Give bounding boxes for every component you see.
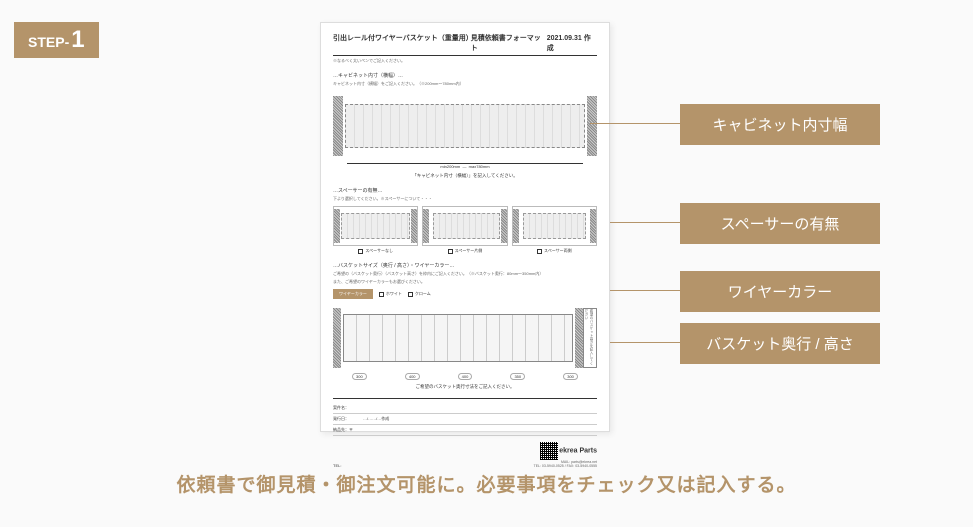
depth-values-row: 300 400 400 350 300 [333,373,597,380]
depth-figure: 希望のバスケット高さを記入してください [333,305,597,371]
meta-k3: 納品先：〒 [333,427,363,433]
callout-line-1 [590,123,680,124]
depth-basket [343,314,573,362]
section1-sub: キャビネット内寸（横幅）をご記入ください。（※200mm～780mm内） [333,81,597,87]
depth-val-1: 400 [405,373,420,380]
color-opt-0: ホワイト [386,291,402,297]
brand-name: ekrea Parts [559,447,597,454]
form-title-main: 引出レール付ワイヤーバスケット（重量用） [333,33,471,53]
section3-label: …バスケットサイズ（奥行 / 高さ）・ワイヤーカラー… [333,262,597,269]
qr-code-icon [540,442,558,460]
callout-line-2 [610,222,680,223]
section2-sub: 下より選択してください。※スペーサーについて・・・ [333,196,597,202]
section3-sub2: また、ご希望のワイヤーカラーもお選びください。 [333,279,597,285]
depth-val-0: 300 [352,373,367,380]
depth-wall-left [333,308,341,368]
step-label: STEP- [28,34,69,50]
callout-2: スペーサーの有無 [680,203,880,244]
cabinet-figure: min200mm — max780mm [333,91,597,161]
form-title-row: 引出レール付ワイヤーバスケット（重量用） 見積依頼書フォーマット 2021.09… [333,33,597,56]
cabinet-dimension-arrow: min200mm — max780mm [347,163,583,169]
spacer-figure-0 [333,206,418,246]
step-number: 1 [71,28,84,52]
checkbox-icon [537,249,542,254]
checkbox-icon [448,249,453,254]
callout-4: バスケット奥行 / 高さ [680,323,880,364]
depth-wall-right [575,308,583,368]
depth-val-3: 350 [510,373,525,380]
section1-note: 「キャビネット内寸（横幅）」を記入してください。 [333,173,597,179]
spacer-figure-2 [512,206,597,246]
meta-k4: TEL: [333,463,341,468]
callout-3: ワイヤーカラー [680,271,880,312]
spacer-options-row: スペーサーなし スペーサー片側 スペーサー両側 [333,206,597,254]
wire-color-row: ワイヤーカラー ホワイト クローム [333,289,597,299]
caption-text: 依頼書で御見積・御注文可能に。必要事項をチェック又は記入する。 [0,470,973,497]
form-footer: TEL: ekrea Parts MAIL: parts@ekrea.net T… [333,442,597,468]
meta-k2: 発行日： [333,416,363,422]
callout-line-4 [610,342,680,343]
spacer-option-2: スペーサー両側 [512,206,597,254]
section3-sub: ご希望の（バスケット奥行）（バスケット高さ）を枠内にご記入ください。（※バスケッ… [333,271,597,277]
cabinet-wall-left [333,96,343,156]
form-title-sub: 見積依頼書フォーマット [471,33,547,53]
form-date: 2021.09.31 作成 [547,33,597,53]
form-sheet: 引出レール付ワイヤーバスケット（重量用） 見積依頼書フォーマット 2021.09… [320,22,610,432]
meta-block: 案件名： 発行日：…/……/…作成 納品先：〒 [333,398,597,436]
meta-k1: 案件名： [333,405,363,411]
step-badge: STEP- 1 [14,22,99,58]
depth-side-note: 希望のバスケット高さを記入してください [583,308,597,368]
callout-1: キャビネット内寸幅 [680,104,880,145]
spacer-figure-1 [422,206,507,246]
spacer-opt-2-label: スペーサー両側 [544,248,572,254]
dim-min: min200mm [440,164,460,169]
section2-label: …スペーサーの有無… [333,187,597,194]
wire-color-label: ワイヤーカラー [333,289,373,299]
spacer-opt-0-label: スペーサーなし [365,248,393,254]
spacer-opt-1-label: スペーサー片側 [455,248,483,254]
cabinet-wall-right [587,96,597,156]
cabinet-basket [345,104,585,148]
brand-tel: TEL: 03-5940-0525 / FAX: 03-5940-0555 [534,464,597,468]
depth-note: ご希望のバスケット奥行寸法をご記入ください。 [333,384,597,390]
meta-v2: …/……/…作成 [363,416,389,422]
depth-val-4: 300 [563,373,578,380]
callout-line-3 [610,290,680,291]
section1-label: …キャビネット内寸（横幅）… [333,72,597,79]
spacer-option-1: スペーサー片側 [422,206,507,254]
checkbox-icon [408,292,413,297]
form-note: ※なるべく太いペンでご記入ください。 [333,58,597,64]
depth-val-2: 400 [458,373,473,380]
color-opt-1: クローム [415,291,431,297]
dim-max: max780mm [469,164,490,169]
checkbox-icon [358,249,363,254]
checkbox-icon [379,292,384,297]
spacer-option-0: スペーサーなし [333,206,418,254]
